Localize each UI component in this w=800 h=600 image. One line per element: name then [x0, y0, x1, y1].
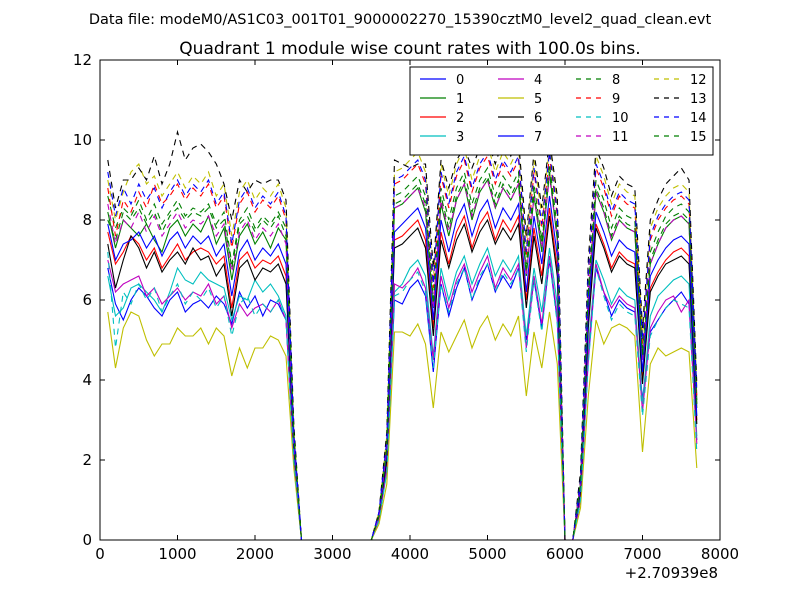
series-line-12	[107, 142, 698, 541]
legend-label-0: 0	[456, 73, 464, 88]
x-tick-label: 8000	[701, 545, 739, 563]
x-tick-label: 6000	[546, 545, 584, 563]
legend-box	[409, 66, 714, 156]
series-line-4	[107, 254, 698, 541]
series-line-7	[107, 195, 698, 541]
y-tick-label: 2	[82, 451, 92, 469]
legend-label-1: 1	[456, 92, 464, 107]
y-tick-label: 6	[82, 291, 92, 309]
legend-label-8: 8	[612, 73, 620, 88]
x-tick-label: 1000	[158, 545, 196, 563]
series-line-5	[107, 311, 698, 541]
legend-label-10: 10	[612, 111, 629, 126]
series-line-3	[107, 246, 698, 541]
x-tick-label: 0	[95, 545, 105, 563]
series-line-10	[107, 251, 698, 541]
legend-label-4: 4	[534, 73, 542, 88]
series-line-9	[107, 154, 698, 541]
series-line-2	[107, 207, 698, 541]
y-tick-label: 4	[82, 371, 92, 389]
legend-label-5: 5	[534, 92, 542, 107]
x-tick-label: 2000	[236, 545, 274, 563]
axis-ticks: 0 1000 2000 3000 4000 5000 6000 7000 80000246810…	[73, 51, 739, 563]
series-layer	[107, 129, 698, 541]
x-tick-label: 4000	[391, 545, 429, 563]
series-line-14	[107, 150, 698, 541]
chart-title: Quadrant 1 module wise count rates with …	[179, 39, 640, 59]
x-tick-label: 3000	[313, 545, 351, 563]
y-tick-label: 0	[82, 531, 92, 549]
x-axis-offset-label: +2.70939e8	[625, 564, 718, 582]
legend-label-11: 11	[612, 130, 629, 145]
x-tick-label: 5000	[468, 545, 506, 563]
series-line-1	[107, 171, 698, 541]
series-line-6	[107, 215, 698, 541]
series-line-8	[107, 163, 698, 541]
y-tick-label: 10	[73, 131, 92, 149]
legend-label-2: 2	[456, 111, 464, 126]
legend-label-6: 6	[534, 111, 542, 126]
legend-label-12: 12	[690, 73, 707, 88]
legend-label-15: 15	[690, 130, 707, 145]
legend-label-7: 7	[534, 130, 542, 145]
legend-label-13: 13	[690, 92, 707, 107]
y-tick-label: 12	[73, 51, 92, 69]
legend-label-9: 9	[612, 92, 620, 107]
series-line-15	[107, 171, 698, 541]
legend-label-14: 14	[690, 111, 707, 126]
plot-area: 0 1000 2000 3000 4000 5000 6000 7000 80000246810…	[73, 51, 739, 563]
legend-label-3: 3	[456, 130, 464, 145]
y-tick-label: 8	[82, 211, 92, 229]
chart-suptitle: Data file: modeM0/AS1C03_001T01_90000022…	[89, 12, 712, 28]
x-tick-label: 7000	[623, 545, 661, 563]
